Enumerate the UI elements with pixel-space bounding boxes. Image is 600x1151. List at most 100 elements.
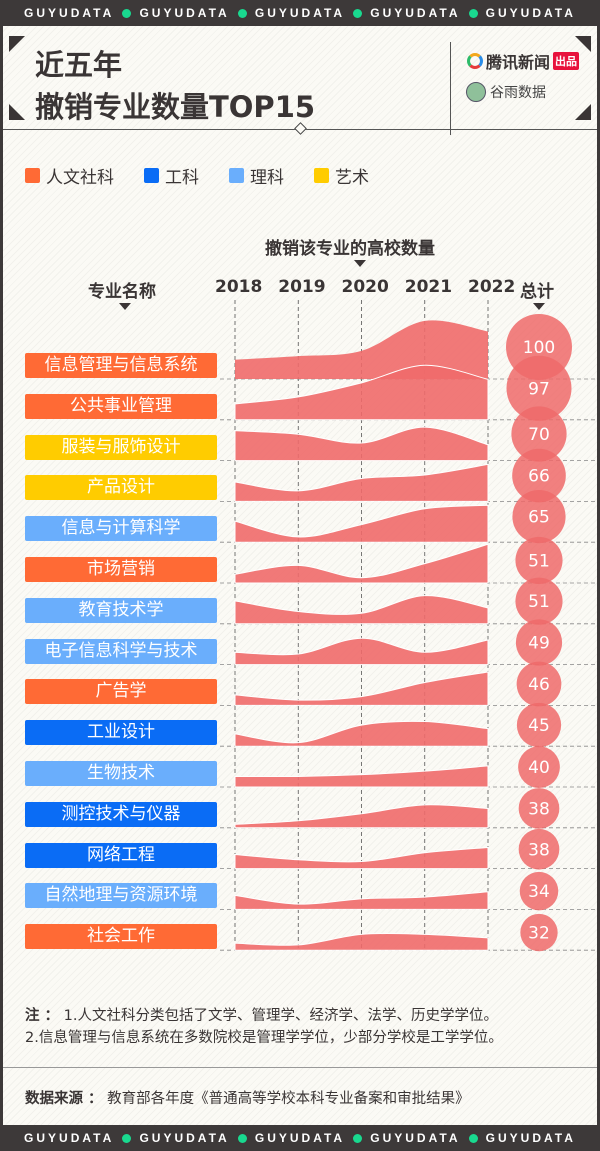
total-value: 51 [528,551,550,571]
partner-name: 谷雨数据 [490,85,546,101]
legend-swatch [25,168,40,183]
area-series [234,595,489,625]
notes: 注 ： 1.人文社科分类包括了文学、管理学、经济学、法学、历史学学位。 2.信息… [25,1005,503,1049]
total-value: 97 [528,379,550,399]
legend-item: 人文社科 [25,163,114,188]
total-value: 32 [528,924,550,944]
area-series [234,804,489,829]
top-banner: GUYUDATA GUYUDATA GUYUDATA GUYUDATA GUYUDATA [0,0,600,26]
area-series [234,671,489,706]
area-series [234,426,489,462]
tencent-news-icon [467,53,483,69]
dot-icon [237,8,247,18]
year-tick-label: 2021 [404,277,453,297]
total-bubble [519,871,559,911]
area-series [234,637,489,666]
total-bubble [518,788,560,829]
total-value: 46 [528,675,550,695]
title-line-1: 近五年 [35,48,123,82]
banner-text: GUYUDATA [485,6,576,20]
dot-icon [353,8,363,18]
bottom-banner: GUYUDATA GUYUDATA GUYUDATA GUYUDATA GUYUDATA [0,1125,600,1151]
year-tick-label: 2018 [215,277,263,297]
banner-text: GUYUDATA [139,6,230,20]
total-value: 45 [528,716,550,736]
area-series [234,543,489,584]
major-label: 信息与计算科学 [25,516,217,542]
area-series [234,463,489,502]
legend-item: 理科 [229,163,284,188]
guyu-data-logo: 谷雨数据 [466,82,546,102]
corner-mark [9,104,25,120]
total-bubble [511,406,567,462]
total-bubble [516,702,562,748]
area-series [234,891,489,910]
legend-label: 理科 [250,168,284,188]
total-value: 40 [528,758,550,778]
dot-icon [468,1133,478,1143]
corner-mark [9,36,25,52]
dot-icon [237,1133,247,1143]
corner-mark [575,36,591,52]
area-series [234,364,489,421]
triangle-down-icon [533,303,545,310]
major-label: 广告学 [25,679,217,705]
total-bubble [520,913,558,952]
major-label: 测控技术与仪器 [25,801,217,827]
legend-item: 工科 [144,163,199,188]
major-label: 市场营销 [25,557,217,582]
chart-title: 撤销该专业的高校数量 [265,239,435,259]
title-line-2: 撤销专业数量TOP15 [35,90,316,124]
total-bubble [515,619,563,666]
total-value: 100 [523,338,555,358]
data-source: 数据来源 ： 教育部各年度《普通高等学校本科专业备案和审批结果》 [25,1087,470,1108]
legend-swatch [314,168,329,183]
total-bubble [515,577,563,625]
tencent-news-logo: 腾讯新闻 出品 [467,49,580,73]
year-tick-label: 2022 [468,277,516,297]
dot-icon [468,8,478,18]
banner-text: GUYUDATA [254,6,346,20]
area-series [234,932,489,951]
major-label: 社会工作 [25,924,217,950]
legend-label: 工科 [165,168,199,188]
publisher-badge: 出品 [553,52,580,70]
banner-text: GUYUDATA [370,1131,461,1145]
divider [450,42,451,135]
legend-swatch [229,168,244,183]
banner-text: GUYUDATA [485,1131,576,1145]
major-label: 自然地理与资源环境 [25,883,217,909]
total-value: 65 [528,508,550,528]
total-bubble [515,536,563,584]
total-bubble [518,746,560,788]
legend-item: 艺术 [314,163,369,188]
legend-swatch [144,168,159,183]
publisher-name: 腾讯新闻 [486,53,551,72]
total-value: 34 [528,882,550,902]
page-title: 近五年 撤销专业数量TOP15 [35,44,315,128]
major-label: 网络工程 [25,842,217,868]
area-series [235,320,488,379]
total-value: 66 [528,467,550,487]
banner-text: GUYUDATA [139,1131,230,1145]
total-value: 51 [528,592,550,612]
year-tick-label: 2019 [278,277,326,297]
column-header-major: 专业名称 [88,282,156,302]
note-line-2: 2.信息管理与信息系统在多数院校是管理学学位，少部分学校是工学学位。 [25,1030,503,1046]
year-tick-label: 2020 [341,277,389,297]
major-label: 生物技术 [25,761,217,786]
legend: 人文社科 工科 理科 艺术 [25,163,369,188]
total-value: 38 [528,840,550,860]
corner-mark [575,104,591,120]
frame-left [0,0,3,1151]
area-series [234,504,489,543]
banner-text: GUYUDATA [254,1131,346,1145]
legend-label: 人文社科 [46,168,114,188]
area-series [234,846,489,870]
dot-icon [122,1133,132,1143]
legend-label: 艺术 [335,168,369,188]
source-label: 数据来源 ： [25,1091,103,1107]
note-prefix: 注 ： [25,1008,60,1024]
total-value: 49 [528,634,550,654]
